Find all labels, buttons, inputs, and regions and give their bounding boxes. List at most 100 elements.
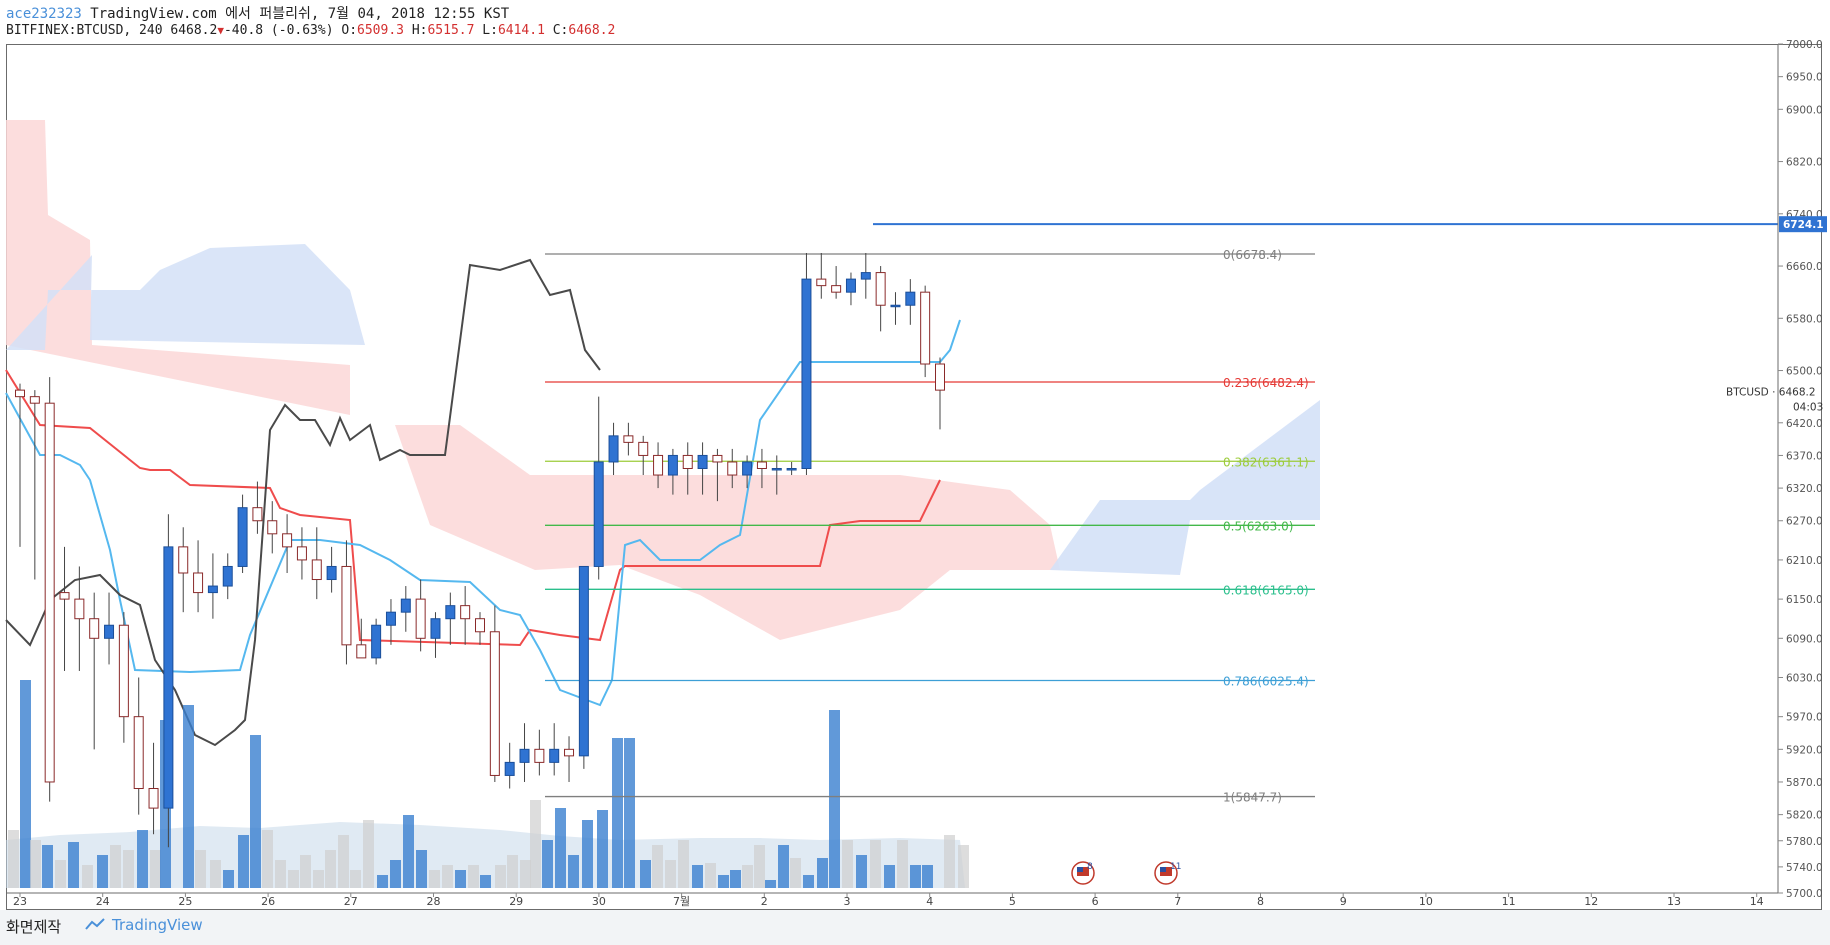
candle-body [74,598,85,620]
volume-bar [778,845,789,888]
ichimoku-cloud [6,120,1320,640]
volume-bar [730,870,741,888]
time-tick-label: 10 [1419,895,1433,908]
time-tick-label: 5 [1009,895,1016,908]
volume-bar [250,735,261,888]
publish-info: TradingView.com 에서 퍼블리쉬, 7월 04, 2018 12:… [90,6,510,22]
candle-body [534,748,545,763]
volume-bar [42,845,53,888]
volume-bar [652,845,663,888]
brand-link[interactable]: TradingView [112,916,203,934]
ohlc-line: BITFINEX:BTCUSD, 240 6468.2▼-40.8 (-0.63… [6,23,615,38]
price-tick-label: 6030.0 [1786,672,1823,684]
volume-bar [897,840,908,888]
candle-body [831,285,842,293]
volume-bar [495,865,506,888]
price-tick-label: 6900.0 [1786,104,1823,116]
close-label: C: [552,23,569,38]
price-tick-label: 6580.0 [1786,313,1823,325]
time-tick-label: 12 [1584,895,1598,908]
price-tick-label: 6950.0 [1786,72,1823,84]
candle-body [593,461,604,567]
candle-body [178,546,189,574]
candle-body [549,748,560,763]
symbol-price-label: BTCUSD · 6468.2 [1726,386,1816,398]
volume-bar [520,860,531,888]
volume-bar [742,865,753,888]
candle-body [564,748,575,757]
chart-header: ace232323 TradingView.com 에서 퍼블리쉬, 7월 04… [0,0,1830,44]
volume-bar [442,865,453,888]
volume-bar [624,738,635,888]
volume-bar [313,870,324,888]
candle-body [890,304,901,308]
volume-bar [705,863,716,888]
volume-bar [110,845,121,888]
volume-bar [555,808,566,888]
candle-body [296,546,307,561]
candle-body [801,278,812,469]
price-tick-label: 6370.0 [1786,450,1823,462]
candle-body [163,546,174,809]
volume-bar [288,870,299,888]
time-tick-label: 4 [926,895,933,908]
candle-body [385,611,396,626]
price-tick-label: 5920.0 [1786,744,1823,756]
candle-body [756,461,767,470]
candle-body [148,788,159,809]
fibonacci-retracement[interactable]: 0(6678.4) 0.236(6482.4) 0.382(6361.1) 0.5(6… [545,248,1315,805]
time-tick-label: 28 [427,895,441,908]
candle-body [341,565,352,646]
candle-body [400,598,411,613]
candle-body [682,454,693,470]
time-tick-label: 3 [844,895,851,908]
volume-bar [183,705,194,888]
volume-bar [856,855,867,888]
last-price: 6468.2 [170,23,218,38]
time-tick-label: 24 [96,895,110,908]
volume-bar [30,840,41,888]
ichimoku-lines [5,258,961,747]
candle-body [920,291,931,365]
event-count-label: 11 [1170,862,1181,872]
volume-bar [195,850,206,888]
candle-body [608,435,619,463]
price-tick-label: 6500.0 [1786,366,1823,378]
time-axis[interactable]: 23 24 25 26 27 28 29 30 7월 2 3 4 5 6 7 8 9 10 11 12 13 14 [6,892,1778,908]
author-link[interactable]: ace232323 [6,6,82,22]
candle-body [460,605,471,620]
open-label: O: [341,23,358,38]
fib-level-label: 0(6678.4) [1223,248,1282,262]
flag-canton [1160,867,1166,872]
volume-bar [530,800,541,888]
economic-events[interactable]: 8 11 [1071,861,1181,885]
volume-bar [842,840,853,888]
bullish-cloud-future [1050,400,1320,575]
candle-body [237,507,248,567]
volume-bar [275,860,286,888]
price-axis[interactable]: 7000.06950.06900.06820.06740.06660.06580… [1726,39,1827,900]
price-chart[interactable]: 0(6678.4) 0.236(6482.4) 0.382(6361.1) 0.5(6… [0,0,1830,910]
candle-body [356,644,367,659]
volume-bar [790,858,801,888]
volume-bar [597,810,608,888]
time-tick-label: 30 [592,895,606,908]
candle-body [638,441,649,456]
down-arrow-icon: ▼ [217,24,224,37]
volume-bar [68,842,79,888]
candle-body [326,565,337,581]
time-tick-label: 6 [1092,895,1099,908]
time-tick-label: 2 [761,895,768,908]
volume-bar [692,865,703,888]
high-label: H: [411,23,428,38]
volume-bar [210,860,221,888]
volume-bar [922,865,933,888]
symbol-label: BITFINEX:BTCUSD, 240 [6,23,163,38]
bar-countdown-label: 04:03 [1793,401,1823,413]
price-tick-label: 6320.0 [1786,483,1823,495]
price-tick-label: 5820.0 [1786,810,1823,822]
volume-bar [238,835,249,888]
flag-canton [1077,867,1083,872]
chart-frame[interactable] [6,44,1822,910]
volume-bar [754,845,765,888]
